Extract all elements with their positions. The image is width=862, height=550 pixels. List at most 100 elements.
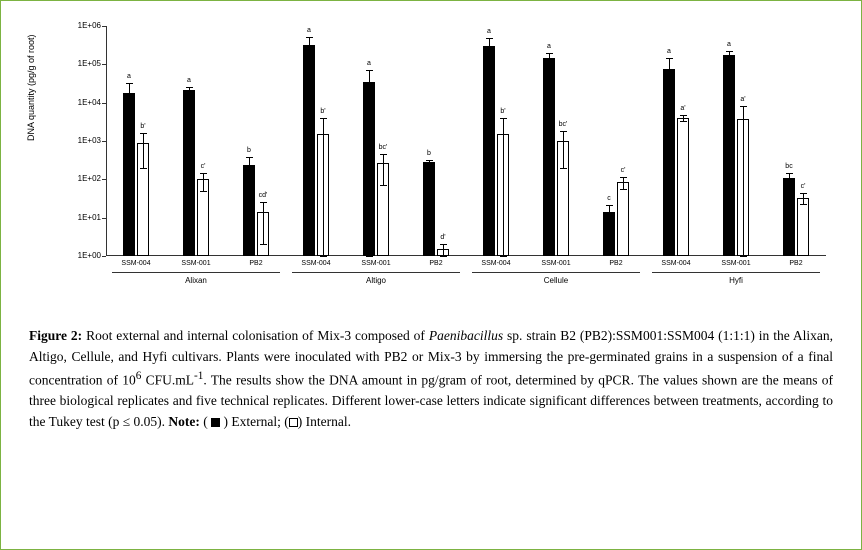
error-cap [380, 154, 387, 155]
error-cap [560, 131, 567, 132]
significance-letter: a [479, 28, 499, 35]
error-cap [200, 191, 207, 192]
error-cap [200, 173, 207, 174]
error-cap [740, 106, 747, 107]
significance-letter: a' [673, 105, 693, 112]
significance-letter: cd' [253, 192, 273, 199]
error-bar [669, 58, 670, 114]
ytick-mark [102, 103, 106, 104]
legend-external-text: External; ( [228, 414, 289, 429]
bar-external [423, 162, 435, 256]
error-cap [726, 51, 733, 52]
error-cap [500, 118, 507, 119]
error-cap [680, 115, 687, 116]
error-cap [426, 160, 433, 161]
error-cap [666, 114, 673, 115]
ytick-mark [102, 64, 106, 65]
significance-letter: b' [133, 123, 153, 130]
error-cap [800, 204, 807, 205]
error-cap [786, 185, 793, 186]
significance-letter: bc' [373, 144, 393, 151]
significance-letter: a [659, 48, 679, 55]
xtick-label: SSM-004 [651, 260, 701, 267]
error-cap [786, 173, 793, 174]
ytick-label: 1E+03 [61, 136, 101, 145]
error-cap [306, 63, 313, 64]
error-bar [503, 118, 504, 256]
group-rule [292, 272, 460, 273]
error-cap [560, 168, 567, 169]
significance-letter: c [599, 195, 619, 202]
significance-letter: a [299, 27, 319, 34]
ytick-label: 1E+05 [61, 59, 101, 68]
error-bar [249, 157, 250, 183]
significance-letter: a [359, 60, 379, 67]
legend-internal-text: ) Internal. [298, 414, 351, 429]
significance-letter: c' [613, 167, 633, 174]
error-bar [729, 51, 730, 61]
error-bar [623, 177, 624, 189]
significance-letter: b' [493, 108, 513, 115]
significance-letter: a' [733, 96, 753, 103]
legend-square-internal [289, 418, 298, 427]
error-bar [203, 173, 204, 191]
error-cap [366, 70, 373, 71]
xtick-label: PB2 [231, 260, 281, 267]
bar-external [483, 46, 495, 256]
error-cap [306, 37, 313, 38]
error-bar [563, 131, 564, 168]
note-label: Note: [168, 414, 199, 429]
xtick-label: SSM-001 [171, 260, 221, 267]
error-cap [486, 64, 493, 65]
error-cap [740, 256, 747, 257]
ytick-label: 1E+04 [61, 98, 101, 107]
error-cap [246, 157, 253, 158]
caption-text-1: Root external and internal colonisation … [82, 328, 429, 343]
group-rule [472, 272, 640, 273]
group-rule [652, 272, 820, 273]
xtick-label: SSM-004 [291, 260, 341, 267]
ytick-mark [102, 179, 106, 180]
plot-area [106, 26, 826, 256]
error-bar [263, 202, 264, 245]
bar-internal [797, 198, 809, 256]
group-label: Altigo [286, 276, 466, 285]
significance-letter: a [179, 77, 199, 84]
legend-square-external [211, 418, 220, 427]
error-cap [380, 185, 387, 186]
error-cap [320, 256, 327, 257]
error-bar [323, 118, 324, 256]
bar-external [183, 90, 195, 256]
error-bar [443, 244, 444, 256]
error-cap [246, 183, 253, 184]
error-cap [440, 244, 447, 245]
group-label: Hyfi [646, 276, 826, 285]
significance-letter: c' [193, 163, 213, 170]
group-label: Cellule [466, 276, 646, 285]
significance-letter: b [419, 150, 439, 157]
error-cap [606, 205, 613, 206]
bar-external [303, 45, 315, 256]
species-name: Paenibacillus [429, 328, 503, 343]
error-bar [743, 106, 744, 256]
error-bar [489, 38, 490, 65]
ytick-label: 1E+02 [61, 174, 101, 183]
significance-letter: bc' [553, 121, 573, 128]
bar-external [723, 55, 735, 256]
error-cap [546, 64, 553, 65]
bar-chart: DNA quantity (pg/g of root) 1E+001E+011E… [11, 16, 851, 306]
significance-letter: a [119, 73, 139, 80]
ytick-mark [102, 141, 106, 142]
error-bar [129, 83, 130, 118]
significance-letter: d' [433, 234, 453, 241]
error-cap [126, 83, 133, 84]
error-cap [140, 133, 147, 134]
significance-letter: a [539, 43, 559, 50]
ytick-mark [102, 26, 106, 27]
y-axis-label: DNA quantity (pg/g of root) [26, 34, 36, 141]
xtick-label: PB2 [591, 260, 641, 267]
significance-letter: c' [793, 183, 813, 190]
caption-text-3: CFU.mL [141, 372, 194, 387]
significance-letter: bc [779, 163, 799, 170]
xtick-label: PB2 [771, 260, 821, 267]
